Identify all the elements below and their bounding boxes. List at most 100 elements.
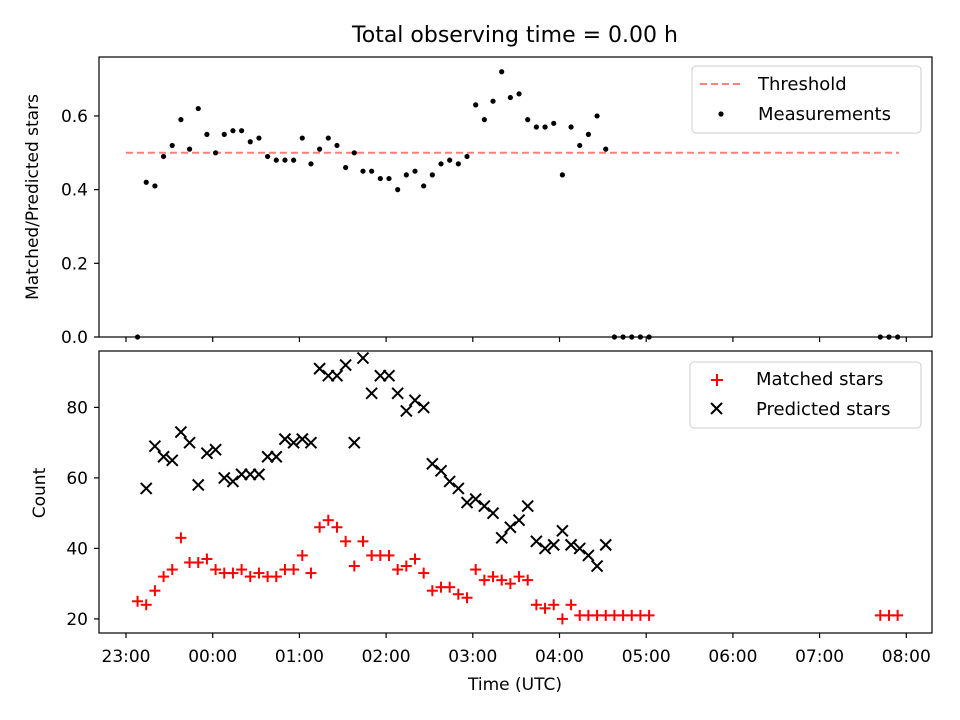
top-y-tick-label: 0.2 [61, 254, 88, 274]
matched-star-point [548, 599, 560, 611]
matched-star-point [444, 581, 456, 593]
matched-star-point [288, 564, 300, 576]
x-tick-label: 05:00 [622, 647, 671, 667]
predicted-star-point [313, 362, 326, 375]
measurement-point [429, 172, 435, 178]
matched-star-point [565, 599, 577, 611]
matched-star-point [149, 585, 161, 597]
x-tick-label: 04:00 [535, 647, 584, 667]
measurement-point [265, 153, 271, 160]
measurement-point [221, 131, 227, 137]
matched-star-point [296, 549, 308, 561]
x-tick-label: 06:00 [708, 647, 757, 667]
measurement-point [473, 102, 479, 108]
bottom-y-tick-label: 60 [66, 469, 88, 489]
x-tick-label: 01:00 [275, 647, 324, 667]
measurement-point [577, 142, 583, 149]
top-axes-frame [98, 56, 933, 338]
predicted-star-point [183, 436, 196, 449]
measurement-point [360, 168, 366, 174]
measurement-point [603, 146, 609, 152]
predicted-star-point [382, 369, 396, 382]
measurement-point [325, 135, 331, 141]
measurement-point [559, 172, 565, 178]
predicted-star-point [174, 425, 188, 439]
measurement-point [490, 98, 496, 104]
predicted-star-point [218, 471, 231, 485]
matched-star-point [236, 564, 248, 576]
measurement-point [160, 153, 167, 160]
top-legend: Threshold Measurements [691, 65, 922, 134]
bottom-legend: Matched stars Predicted stars [689, 361, 922, 429]
predicted-star-point [556, 524, 569, 537]
top-y-tick-label: 0.6 [61, 107, 88, 127]
measurement-point [481, 117, 487, 123]
matched-star-point [513, 571, 525, 583]
predicted-star-point [330, 369, 344, 382]
matched-star-point [504, 578, 516, 590]
measurement-point [334, 142, 340, 149]
matched-star-point [331, 521, 343, 533]
matched-star-point [270, 571, 282, 583]
measurement-point [455, 161, 461, 167]
matched-star-point [383, 549, 395, 561]
predicted-star-point [252, 468, 266, 481]
measurement-point [369, 168, 375, 174]
predicted-star-point [564, 538, 578, 552]
predicted-star-point [452, 482, 465, 495]
measurement-point [585, 131, 592, 137]
predicted-star-point [590, 559, 604, 573]
bottom-y-tick-label: 40 [66, 539, 88, 559]
predicted-star-point [460, 496, 474, 509]
measurement-point [299, 135, 305, 141]
measurement-point [516, 91, 522, 97]
legend-measurements-marker [718, 111, 724, 117]
measurement-point [152, 183, 158, 189]
measurement-point [178, 117, 184, 123]
matched-star-point [210, 564, 222, 576]
predicted-star-point [166, 454, 179, 467]
matched-star-point [400, 560, 412, 572]
measurement-point [438, 161, 444, 167]
predicted-star-point [391, 387, 404, 400]
matched-star-point [556, 613, 568, 625]
matched-star-point [461, 592, 473, 604]
predicted-star-point [426, 457, 439, 471]
legend-threshold-label: Threshold [757, 74, 847, 95]
predicted-star-point [304, 436, 318, 449]
measurement-point [421, 183, 427, 189]
chart-title: Total observing time = 0.00 h [351, 23, 678, 48]
measurement-point [308, 161, 314, 167]
measurement-point [343, 164, 349, 171]
measurement-point [594, 113, 600, 119]
measurement-point [377, 175, 383, 182]
matched-star-point [175, 532, 187, 544]
predicted-star-point [348, 436, 361, 449]
measurement-point [230, 128, 236, 134]
predicted-star-point [140, 482, 153, 495]
predicted-star-point [339, 358, 352, 372]
predicted-star-point [573, 542, 586, 555]
matched-star-point [322, 514, 334, 526]
predicted-star-point [200, 447, 214, 460]
measurement-point [143, 179, 149, 185]
measurement-point [186, 146, 193, 152]
predicted-star-point [417, 401, 430, 414]
predicted-star-point [226, 475, 240, 488]
measurement-point [395, 187, 401, 193]
measurement-point [403, 172, 409, 178]
x-tick-label: 00:00 [188, 647, 237, 667]
matched-star-point [158, 571, 170, 583]
x-axis-label: Time (UTC) [467, 675, 562, 695]
predicted-star-point [530, 535, 543, 548]
top-panel: 0.0 0.2 0.4 0.6 Matched/Predicted stars Thr… [23, 56, 933, 348]
legend-predicted-marker [710, 402, 723, 415]
matched-star-point [426, 585, 438, 597]
predicted-star-point [148, 439, 162, 453]
matched-star-point [418, 567, 430, 579]
predicted-star-point [538, 542, 552, 555]
matched-star-point [643, 609, 655, 621]
measurement-point [464, 153, 470, 160]
measurement-point [169, 142, 175, 149]
predicted-star-point [582, 549, 595, 562]
